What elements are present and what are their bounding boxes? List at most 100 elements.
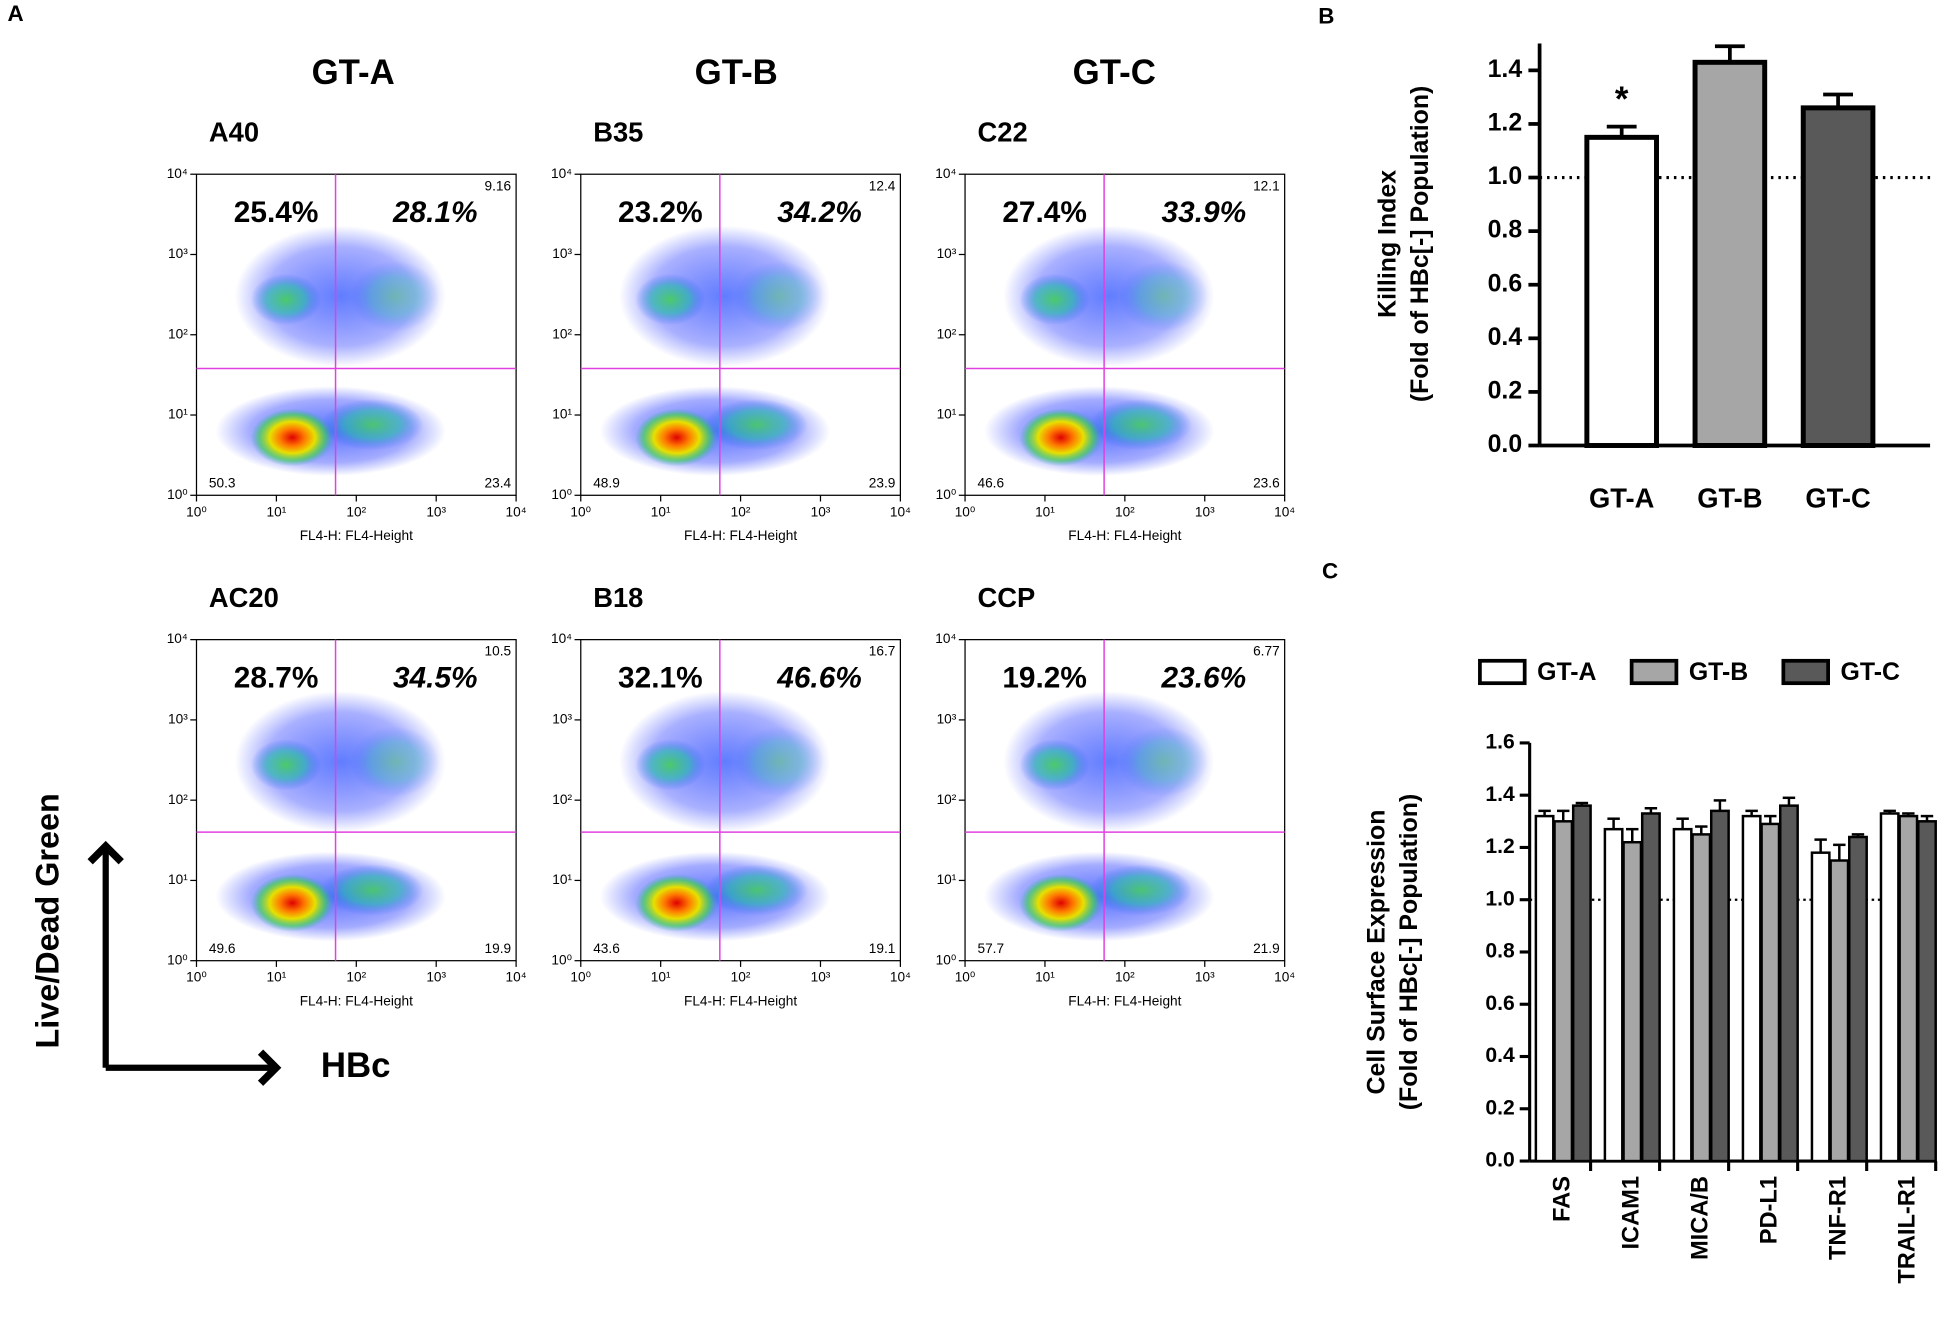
x-tick-label: 10¹ [651,970,671,985]
density-cloud [1019,273,1090,326]
density-cloud [635,273,706,326]
x-tick-label: 10³ [426,970,446,985]
density-cloud [635,874,719,932]
density-cloud [349,726,440,797]
x-tick-label: 10² [1115,970,1135,985]
bar [1603,827,1624,1163]
plot-title: CCP [977,582,1035,613]
bar [1584,134,1659,448]
quadrant-corner: 19.9 [485,941,512,956]
y-tick-label: 10² [552,326,572,341]
y-tick-label: 10⁰ [551,952,572,967]
density-cloud [619,225,831,367]
x-axis-label: FL4-H: FL4-Height [684,993,797,1008]
y-tick-label: 10⁰ [551,487,572,502]
x-tick-label: MICA/B [1688,1176,1714,1260]
plot-title: C22 [977,117,1027,148]
bar [1640,812,1661,1163]
bar [1534,814,1555,1163]
x-tick-label: 10⁰ [570,970,591,985]
y-tick-label: 10² [552,792,572,807]
quadrant-corner: 48.9 [593,476,620,491]
quadrant-corner: 10.5 [485,644,512,659]
legend-swatch [1781,658,1830,686]
y-tick-label: 10² [168,792,188,807]
legend-label: GT-B [1689,658,1748,686]
axis-arrow-label: HBc [321,1046,391,1085]
bar [1917,820,1937,1163]
x-tick-label: 10² [731,970,751,985]
y-tick-label: 10⁰ [167,487,188,502]
x-axis-label: FL4-H: FL4-Height [684,528,797,543]
x-tick-label: 10¹ [267,504,287,519]
x-axis-label: FL4-H: FL4-Height [1068,993,1181,1008]
quadrant-percent: 32.1% [618,661,703,694]
bar [1829,859,1850,1163]
bar [1800,105,1876,448]
x-tick-label: GT-B [1697,482,1762,513]
x-tick-label: 10⁰ [955,504,976,519]
quadrant-corner: 16.7 [869,644,896,659]
bar [1571,804,1592,1163]
x-tick-label: PD-L1 [1757,1176,1783,1244]
quadrant-percent: 46.6% [776,661,862,694]
y-tick-label: 0.4 [1485,1044,1515,1067]
density-cloud [250,273,322,326]
y-tick-label: 1.4 [1488,55,1523,83]
density-cloud [1019,408,1103,467]
quadrant-corner: 12.4 [869,178,896,193]
y-axis-label: (Fold of HBc[-] Population) [1406,86,1434,403]
panel-label: B [1318,3,1334,28]
x-tick-label: 10³ [1195,970,1215,985]
y-tick-label: 1.0 [1485,887,1514,910]
x-tick-label: 10¹ [1035,504,1055,519]
bar [1898,814,1919,1163]
x-tick-label: 10² [731,504,751,519]
group-header: GT-B [695,53,778,92]
y-tick-label: 0.2 [1488,376,1523,404]
y-tick-label: 0.0 [1485,1149,1514,1172]
group-header: GT-C [1073,53,1156,92]
x-tick-label: 10⁴ [1274,504,1295,519]
quadrant-percent: 34.2% [777,196,862,229]
quadrant-percent: 23.2% [618,196,703,229]
x-axis-label: FL4-H: FL4-Height [300,528,413,543]
x-tick-label: 10³ [811,504,831,519]
panel-label: C [1322,558,1338,583]
plot-title: AC20 [209,582,279,613]
y-tick-label: 10⁰ [936,952,957,967]
x-tick-label: 10² [346,504,366,519]
bar [1879,812,1900,1163]
bar [1810,851,1831,1163]
y-tick-label: 10³ [937,246,957,261]
x-tick-label: ICAM1 [1618,1176,1644,1250]
y-tick-label: 0.2 [1485,1096,1514,1119]
bar [1848,835,1868,1163]
y-tick-label: 10⁰ [167,952,188,967]
y-tick-label: 10¹ [552,872,572,887]
bar [1760,822,1781,1163]
x-tick-label: GT-A [1589,482,1655,513]
bar [1672,827,1693,1163]
quadrant-percent: 27.4% [1002,196,1087,229]
y-tick-label: 10² [937,792,957,807]
bar [1779,804,1799,1163]
y-tick-label: 10⁴ [167,166,188,181]
y-tick-label: 10³ [168,246,188,261]
x-axis-label: FL4-H: FL4-Height [1068,528,1181,543]
y-tick-label: 10³ [168,712,188,727]
x-axis-label: FL4-H: FL4-Height [300,993,413,1008]
y-tick-label: 10¹ [937,407,957,422]
density-cloud [1089,864,1192,916]
x-tick-label: 10⁴ [1274,970,1295,985]
axis-arrow-label: Live/Dead Green [29,793,65,1048]
density-cloud [1118,260,1208,332]
y-tick-label: 10⁴ [551,166,572,181]
density-cloud [234,225,446,367]
bar [1691,833,1712,1163]
y-tick-label: 1.6 [1485,730,1514,753]
x-tick-label: 10⁴ [890,504,911,519]
quadrant-percent: 34.5% [393,661,478,694]
y-axis-label: Killing Index [1374,170,1402,318]
